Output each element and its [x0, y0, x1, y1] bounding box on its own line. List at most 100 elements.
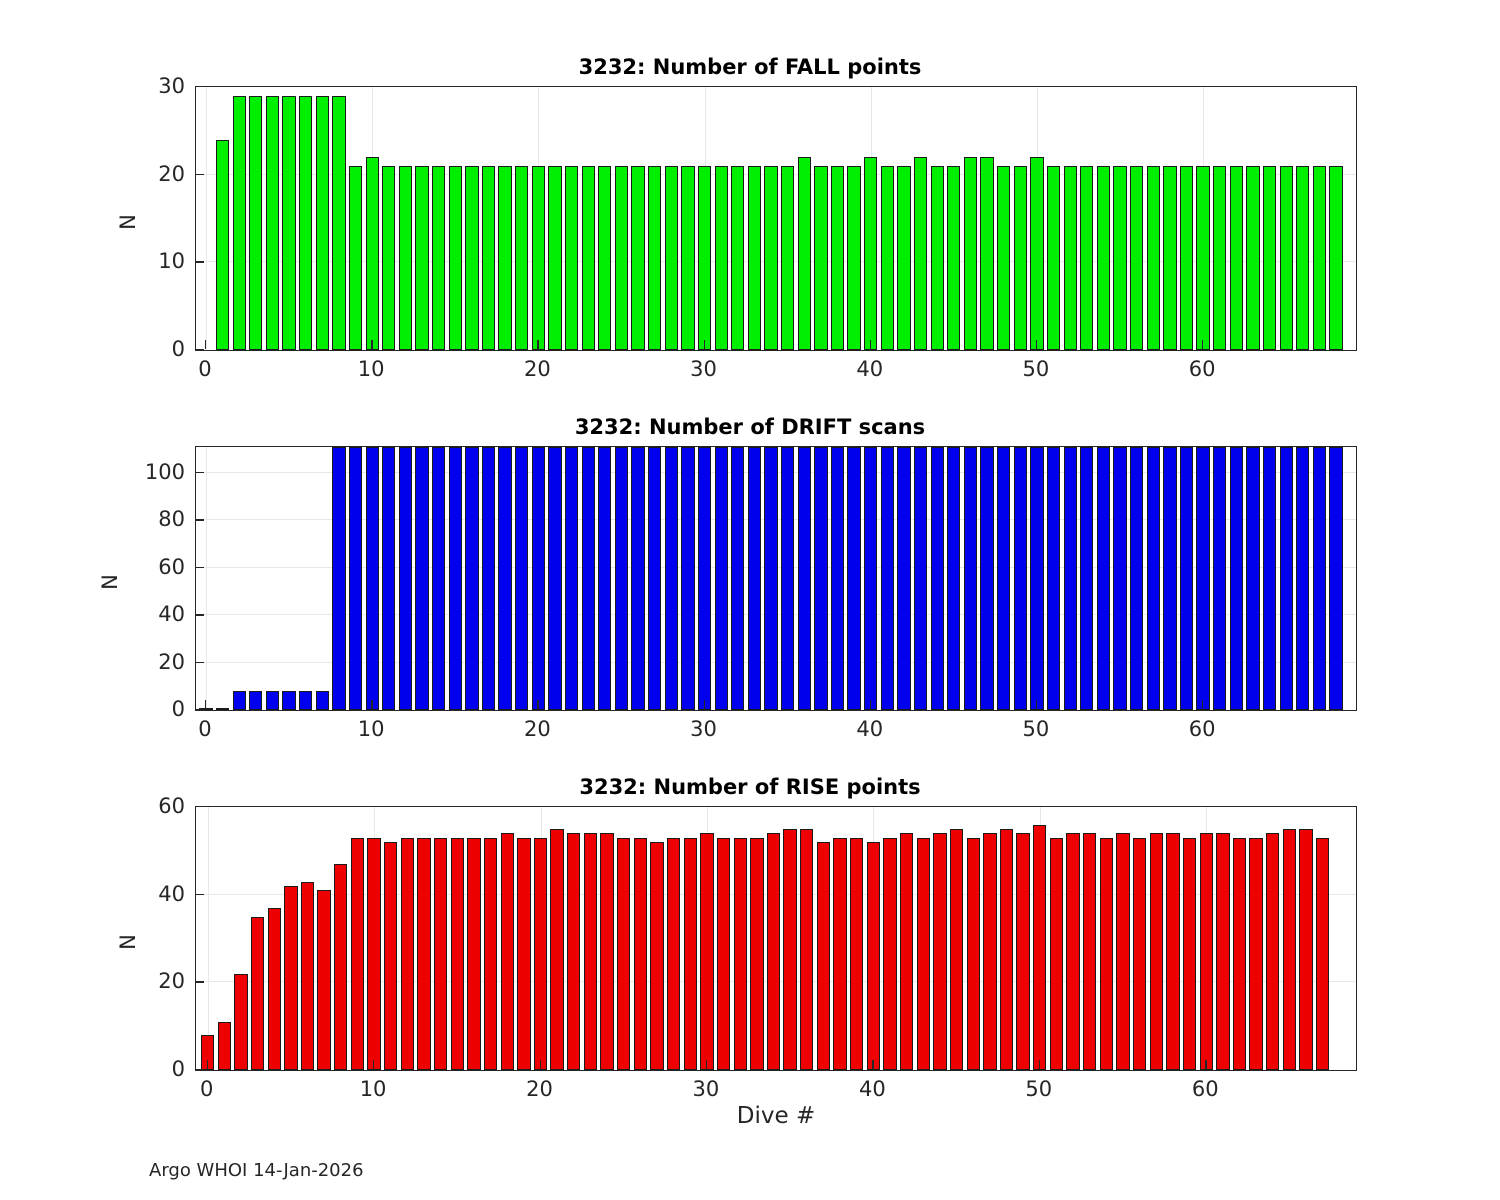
bar	[1113, 447, 1127, 710]
bar	[930, 447, 944, 710]
bar	[750, 837, 764, 1070]
bar	[282, 95, 296, 350]
bar	[864, 447, 878, 710]
bar	[980, 447, 994, 710]
x-tick-label: 60	[1188, 717, 1216, 741]
bar	[963, 447, 978, 710]
bar	[1179, 447, 1194, 710]
bar	[200, 1034, 215, 1070]
bar	[1066, 833, 1080, 1070]
bar	[664, 165, 678, 350]
bar	[1033, 824, 1047, 1070]
bar	[614, 165, 629, 350]
bar	[1216, 833, 1230, 1070]
drift-chart-title: 3232: Number of DRIFT scans	[574, 415, 926, 439]
bar	[232, 691, 246, 710]
bar	[764, 447, 778, 710]
bar	[400, 837, 415, 1070]
y-tick-mark	[195, 261, 204, 263]
y-tick-label: 30	[158, 74, 185, 98]
bar	[714, 165, 728, 350]
bar	[1146, 447, 1160, 710]
bar	[681, 165, 695, 350]
bar	[650, 842, 664, 1070]
bar	[1013, 447, 1027, 710]
y-tick-label: 100	[144, 460, 185, 485]
bar	[531, 447, 545, 710]
bar	[533, 837, 548, 1070]
bar	[465, 447, 479, 710]
bar	[217, 1021, 231, 1070]
bar	[814, 165, 828, 350]
x-tick-label: 0	[198, 357, 212, 381]
bar	[714, 447, 728, 710]
bar	[282, 691, 296, 710]
bar	[1329, 165, 1343, 350]
bar	[883, 837, 897, 1070]
x-tick-mark	[1035, 700, 1038, 709]
bar	[398, 165, 413, 350]
bar	[564, 165, 579, 350]
bar	[334, 863, 348, 1070]
drift-plot-area	[195, 446, 1357, 711]
bar	[1166, 833, 1180, 1070]
bar	[315, 691, 329, 710]
y-tick-mark	[195, 173, 204, 176]
bar	[1312, 165, 1327, 350]
bar	[265, 691, 280, 710]
bar	[683, 837, 697, 1070]
bar	[648, 447, 662, 710]
x-tick-label: 50	[1022, 357, 1050, 381]
y-tick-label: 20	[158, 649, 185, 674]
y-tick-mark	[195, 893, 204, 896]
bar	[1096, 165, 1111, 350]
bar	[733, 837, 747, 1070]
panel-drift: 3232: Number of DRIFT scans N 0 20 40 60 80 1…	[0, 410, 1500, 741]
x-tick-label: 50	[1022, 717, 1050, 741]
bar	[1246, 165, 1260, 350]
rise-y-axis-label: N	[116, 934, 140, 950]
y-tick-mark	[195, 981, 204, 983]
bar	[949, 828, 964, 1070]
bar	[1149, 833, 1163, 1070]
bar	[515, 447, 529, 710]
bar	[797, 157, 811, 350]
bar	[1279, 165, 1293, 350]
bar	[284, 885, 298, 1070]
bar	[1213, 165, 1227, 350]
y-tick-label: 40	[158, 602, 185, 627]
gridline-vertical	[207, 807, 209, 1070]
bar	[481, 165, 496, 350]
bar	[1262, 447, 1277, 710]
bar	[1129, 165, 1144, 350]
x-tick-mark	[869, 340, 872, 349]
bar	[1016, 833, 1030, 1070]
x-tick-mark	[703, 700, 705, 709]
x-tick-label: 40	[856, 717, 884, 741]
bar	[1163, 165, 1177, 350]
bar	[299, 691, 313, 710]
bar	[382, 165, 396, 350]
x-tick-mark	[869, 700, 872, 709]
bar	[267, 907, 281, 1070]
gridline-vertical	[205, 447, 207, 710]
y-tick-label: 10	[158, 249, 185, 274]
bar	[1113, 165, 1127, 350]
bar	[783, 828, 797, 1070]
bar	[1129, 447, 1144, 710]
bar	[465, 165, 479, 350]
bar	[697, 447, 712, 710]
bar	[1232, 837, 1247, 1070]
bar	[983, 833, 997, 1070]
bar	[913, 447, 928, 710]
y-tick-label: 80	[158, 507, 185, 532]
bar	[614, 447, 629, 710]
x-tick-label: 20	[526, 1077, 553, 1101]
y-tick-mark	[195, 1069, 204, 1071]
y-tick-label: 0	[171, 337, 185, 361]
bar	[300, 881, 315, 1070]
x-tick-label: 40	[858, 1077, 886, 1101]
bar	[947, 447, 961, 710]
fall-bar-series	[196, 87, 1356, 350]
bar	[348, 447, 363, 710]
